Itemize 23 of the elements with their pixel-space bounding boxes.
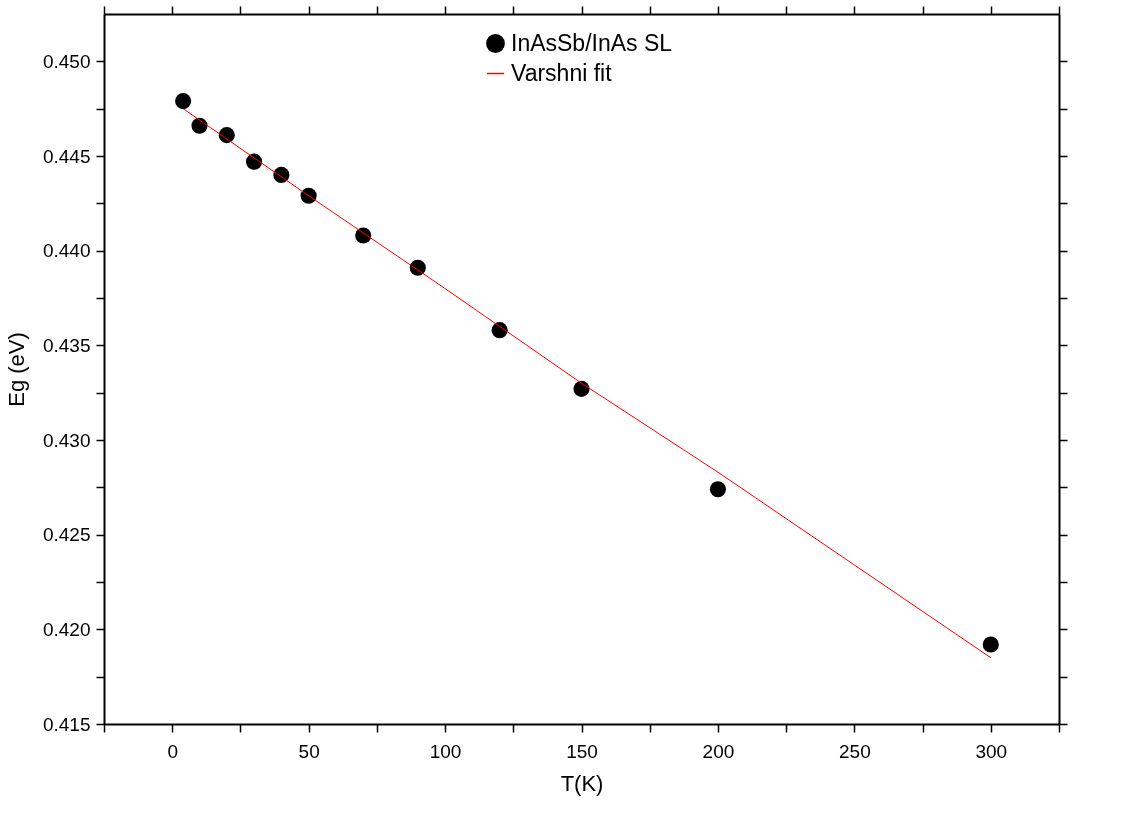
y-tick-label: 0.435 bbox=[42, 334, 91, 356]
y-axis-title: Eg (eV) bbox=[3, 332, 29, 407]
x-tick-label: 0 bbox=[167, 740, 178, 762]
x-tick-label: 150 bbox=[566, 740, 598, 762]
y-tick-label: 0.450 bbox=[42, 50, 91, 72]
x-tick-label: 50 bbox=[298, 740, 320, 762]
x-tick-label: 100 bbox=[429, 740, 462, 762]
y-tick-label: 0.420 bbox=[42, 618, 91, 640]
legend-label: Varshni fit bbox=[511, 59, 613, 86]
y-tick-label: 0.415 bbox=[42, 713, 91, 735]
x-axis-title: T(K) bbox=[560, 770, 604, 796]
y-tick-label: 0.445 bbox=[42, 145, 91, 167]
y-tick-label: 0.425 bbox=[42, 524, 91, 546]
point bbox=[175, 93, 192, 110]
y-tick-label: 0.430 bbox=[42, 429, 91, 451]
point bbox=[982, 636, 999, 653]
point bbox=[709, 481, 726, 498]
legend-label: InAsSb/InAs SL bbox=[511, 29, 673, 56]
x-tick-label: 200 bbox=[702, 740, 735, 762]
x-tick-label: 300 bbox=[975, 740, 1008, 762]
y-tick-label: 0.440 bbox=[42, 240, 91, 262]
x-tick-label: 250 bbox=[839, 740, 871, 762]
point bbox=[218, 127, 235, 144]
